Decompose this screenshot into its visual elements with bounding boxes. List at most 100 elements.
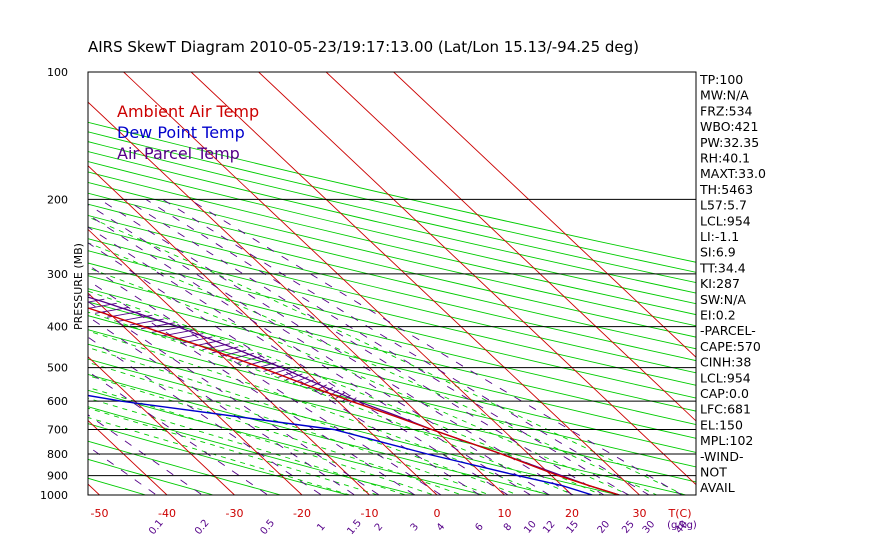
dry-adiabat bbox=[88, 275, 696, 425]
stat-line: SW:N/A bbox=[700, 292, 746, 307]
pressure-tick-label: 300 bbox=[47, 268, 68, 281]
mixing-ratio-unit-label: (g/kg) bbox=[667, 520, 697, 531]
mixing-ratio-line bbox=[88, 316, 356, 495]
cape-hatch bbox=[263, 364, 284, 372]
dry-adiabat bbox=[88, 141, 696, 284]
dry-adiabat bbox=[88, 358, 621, 495]
stat-line: AVAIL bbox=[700, 480, 735, 495]
mixing-ratio-line bbox=[88, 226, 509, 495]
dry-adiabat bbox=[88, 315, 696, 468]
pressure-tick-label: 900 bbox=[47, 470, 68, 483]
mixing-ratio-line bbox=[162, 198, 650, 495]
dry-adiabat bbox=[88, 301, 696, 453]
stat-line: PW:32.35 bbox=[700, 135, 759, 150]
stat-line: EL:150 bbox=[700, 417, 743, 432]
moist-adiabat bbox=[88, 290, 603, 495]
cape-hatch bbox=[29, 286, 63, 292]
moist-adiabat bbox=[88, 407, 380, 495]
stat-line: TH:5463 bbox=[699, 182, 753, 197]
stat-line: L57:5.7 bbox=[700, 198, 747, 213]
cape-hatch bbox=[292, 376, 309, 384]
isotherm bbox=[325, 72, 696, 422]
mixing-ratio-label: 30 bbox=[641, 519, 658, 536]
bottom-temp-tick-label: 20 bbox=[565, 507, 579, 520]
mixing-ratio-label: 12 bbox=[541, 519, 558, 536]
stat-line: TT:34.4 bbox=[699, 260, 746, 275]
moist-adiabat bbox=[88, 330, 548, 495]
mixing-ratio-label: 3 bbox=[409, 521, 422, 533]
stats-panel: TP:100MW:N/AFRZ:534WBO:421PW:32.35RH:40.… bbox=[699, 72, 766, 495]
dry-adiabat bbox=[0, 72, 109, 504]
mixing-ratio-line bbox=[125, 198, 605, 495]
dry-adiabat bbox=[88, 161, 696, 305]
moist-adiabat bbox=[88, 386, 436, 495]
bottom-temp-tick-label: 10 bbox=[498, 507, 512, 520]
dry-adiabat bbox=[88, 458, 215, 495]
pressure-tick-label: 600 bbox=[47, 395, 68, 408]
mixing-ratio-line bbox=[88, 203, 551, 495]
mixing-ratio-line bbox=[88, 301, 380, 495]
stat-line: MPL:102 bbox=[700, 433, 753, 448]
dry-adiabat bbox=[88, 343, 688, 495]
mixing-ratio-label: 6 bbox=[473, 521, 486, 533]
bottom-temp-tick-label: -50 bbox=[91, 507, 109, 520]
dry-adiabat bbox=[88, 288, 696, 439]
y-axis-label: PRESSURE (MB) bbox=[72, 243, 85, 330]
stat-line: FRZ:534 bbox=[700, 103, 753, 118]
dry-adiabat bbox=[88, 373, 553, 495]
moist-adiabat bbox=[88, 397, 408, 495]
mixing-ratio-label: 25 bbox=[620, 519, 637, 536]
cape-hatch bbox=[278, 370, 297, 378]
cape-hatch bbox=[342, 394, 351, 402]
dry-adiabat bbox=[88, 214, 696, 362]
dry-adiabat bbox=[88, 406, 418, 495]
mixing-ratio-line bbox=[99, 198, 574, 495]
isotherm bbox=[123, 72, 573, 495]
dry-adiabat bbox=[0, 72, 40, 504]
cape-hatch bbox=[335, 392, 346, 399]
isotherm bbox=[88, 165, 438, 495]
isotherm bbox=[258, 72, 696, 486]
mixing-ratio-label: 2 bbox=[373, 521, 386, 533]
dry-adiabat bbox=[88, 250, 696, 399]
mixing-ratio-label: 15 bbox=[565, 519, 582, 536]
legend: Ambient Air Temp Dew Point Temp Air Parc… bbox=[117, 102, 259, 163]
mixing-ratio-line bbox=[88, 264, 442, 495]
cape-hatch bbox=[314, 384, 327, 392]
isotherm bbox=[0, 72, 32, 495]
mixing-ratio-label: 1 bbox=[315, 521, 328, 533]
pressure-tick-label: 500 bbox=[47, 362, 68, 375]
legend-air-parcel-temp: Air Parcel Temp bbox=[117, 144, 240, 163]
stat-line: CAP:0.0 bbox=[700, 386, 749, 401]
cape-hatch bbox=[321, 387, 334, 394]
cape-hatch bbox=[328, 389, 340, 397]
plot-frame bbox=[87, 71, 697, 496]
mixing-ratio-label: 0.5 bbox=[258, 518, 277, 537]
bottom-temp-tick-label: 30 bbox=[633, 507, 647, 520]
mixing-ratio-line bbox=[189, 198, 683, 495]
stat-line: KI:287 bbox=[700, 276, 740, 291]
stat-line: -WIND- bbox=[700, 449, 744, 464]
cape-hatch bbox=[0, 267, 1, 273]
mixing-ratio-label: 10 bbox=[522, 519, 539, 536]
stat-line: NOT bbox=[700, 465, 727, 480]
dry-adiabat bbox=[88, 203, 696, 350]
mixing-ratio-label: 1.5 bbox=[345, 518, 364, 537]
dry-adiabat bbox=[88, 151, 696, 294]
bottom-temp-tick-label: -30 bbox=[226, 507, 244, 520]
stat-line: MW:N/A bbox=[700, 88, 749, 103]
pressure-tick-label: 400 bbox=[47, 321, 68, 334]
cape-hatch bbox=[0, 277, 33, 283]
ambient-air-temp-line bbox=[88, 307, 620, 495]
mixing-ratio-label: 8 bbox=[502, 521, 515, 533]
stat-line: CAPE:570 bbox=[700, 339, 761, 354]
moist-adiabat bbox=[88, 347, 520, 495]
pressure-tick-label: 700 bbox=[47, 423, 68, 436]
pressure-tick-label: 200 bbox=[47, 193, 68, 206]
bottom-temp-tick-label: -10 bbox=[361, 507, 379, 520]
mixing-ratio-label: 20 bbox=[596, 519, 613, 536]
dry-adiabat bbox=[88, 181, 696, 327]
temp-unit-label: T(C) bbox=[668, 507, 692, 520]
mixing-ratio-line bbox=[88, 414, 203, 495]
